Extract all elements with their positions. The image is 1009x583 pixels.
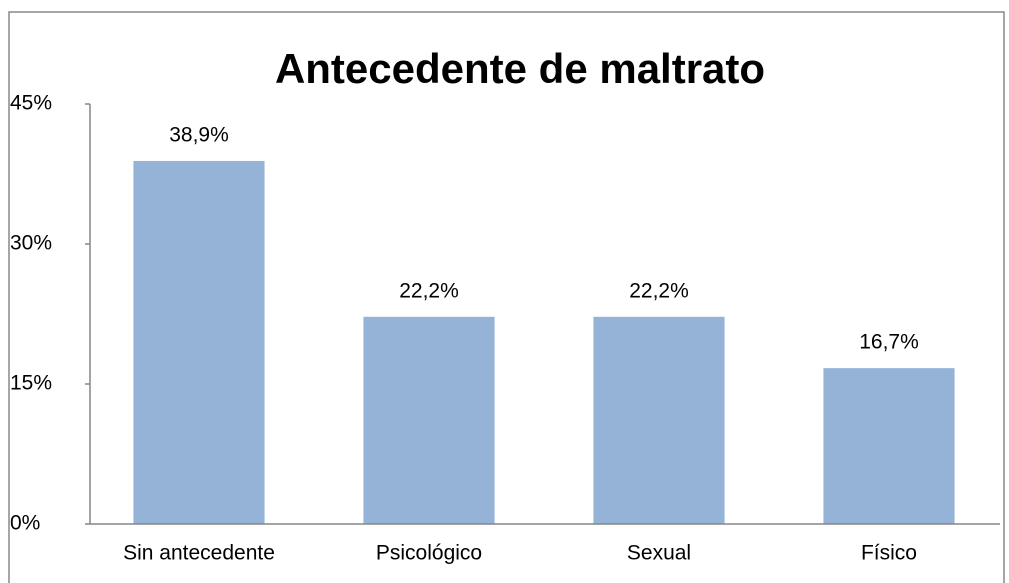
bar <box>593 316 725 524</box>
y-tick-label: 45% <box>10 92 52 115</box>
chart-title: Antecedente de maltrato <box>275 45 765 92</box>
bar <box>823 368 955 524</box>
data-label: 16,7% <box>859 331 919 354</box>
x-tick-label: Físico <box>861 542 917 565</box>
bar <box>133 160 265 524</box>
y-tick-label: 15% <box>10 372 52 395</box>
data-label: 22,2% <box>629 279 689 302</box>
x-tick-label: Psicológico <box>376 542 482 565</box>
chart-frame <box>8 11 1005 583</box>
y-tick-label: 0% <box>10 512 40 535</box>
x-tick-label: Sin antecedente <box>123 542 275 565</box>
y-tick-label: 30% <box>10 232 52 255</box>
x-tick-label: Sexual <box>627 542 691 565</box>
data-label: 22,2% <box>399 279 459 302</box>
bar <box>363 316 495 524</box>
data-label: 38,9% <box>169 123 229 146</box>
